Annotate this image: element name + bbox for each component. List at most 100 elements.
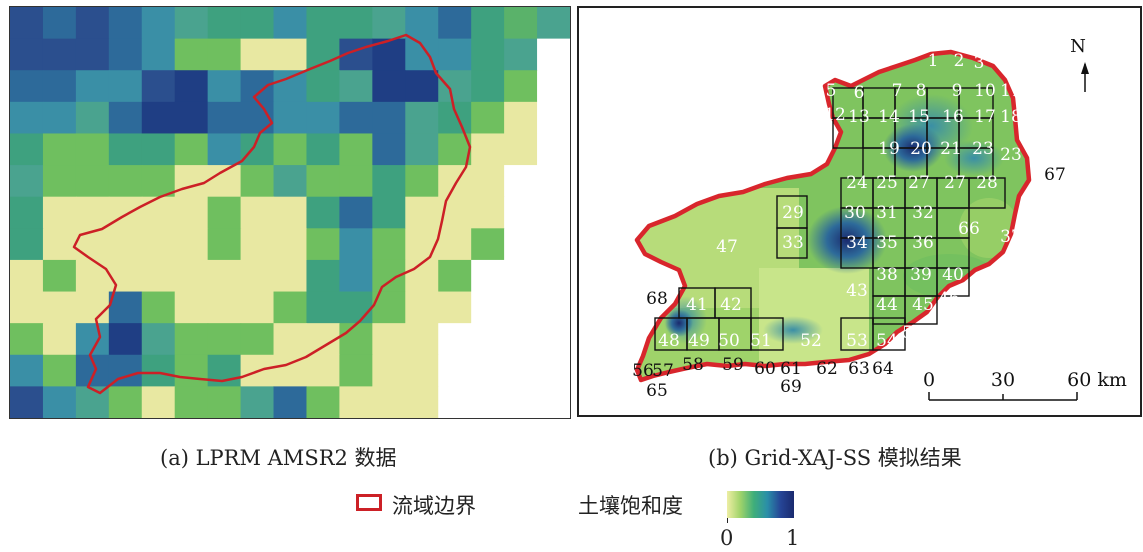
raster-cell (537, 386, 570, 418)
raster-cell (42, 38, 77, 71)
raster-cell (438, 259, 472, 293)
raster-cell (306, 101, 341, 135)
grid-number-label: 46 (938, 289, 960, 309)
raster-cell (207, 70, 242, 103)
raster-cell (339, 165, 373, 198)
raster-cell (339, 7, 373, 40)
raster-cell (405, 259, 439, 293)
raster-cell (471, 386, 505, 418)
raster-cell (504, 70, 538, 103)
raster-cell (471, 133, 505, 166)
raster-cell (471, 354, 505, 387)
raster-cell (471, 101, 505, 135)
raster-cell (306, 70, 341, 103)
raster-cell (141, 291, 176, 324)
raster-cell (504, 101, 538, 135)
grid-number-label: 31 (876, 203, 898, 223)
raster-cell (75, 291, 110, 324)
raster-cell (141, 228, 176, 261)
raster-cell (108, 38, 143, 71)
raster-cell (141, 196, 176, 229)
raster-cell (10, 7, 44, 40)
raster-cell (108, 259, 143, 293)
raster-cell (372, 133, 406, 166)
raster-cell (405, 354, 439, 387)
raster-cell (438, 228, 472, 261)
grid-number-label: 25 (876, 173, 898, 193)
raster-cell (75, 196, 110, 229)
raster-cell (10, 196, 44, 229)
raster-cell (108, 323, 143, 356)
grid-number-label: 42 (720, 295, 742, 315)
grid-number-label: 41 (686, 295, 708, 315)
raster-cell (438, 38, 472, 71)
raster-cell (372, 354, 406, 387)
grid-number-label: 10 (974, 81, 996, 101)
grid-number-label: 47 (716, 237, 738, 257)
raster-cell (207, 7, 242, 40)
raster-cell (372, 196, 406, 229)
raster-cell (273, 291, 308, 324)
raster-cell (42, 291, 77, 324)
raster-cell (339, 323, 373, 356)
caption-panel-a: (a) LPRM AMSR2 数据 (160, 446, 397, 470)
raster-cell (471, 291, 505, 324)
raster-cell (174, 259, 209, 293)
raster-cell (108, 196, 143, 229)
basin-boundary (72, 33, 472, 395)
raster-cell (42, 386, 77, 418)
grid-number-label: 48 (658, 331, 680, 351)
raster-cell (372, 386, 406, 418)
raster-cell (108, 228, 143, 261)
raster-cell (471, 196, 505, 229)
grid-number-label: 37 (1000, 227, 1022, 247)
raster-cell (438, 323, 472, 356)
grid-number-label: 17 (974, 107, 996, 127)
raster-cell (504, 196, 538, 229)
grid-number-label: 4 (998, 53, 1009, 73)
raster-cell (339, 228, 373, 261)
raster-cell (108, 165, 143, 198)
raster-cell (537, 323, 570, 356)
raster-cell (207, 101, 242, 135)
grid-number-label: 59 (722, 355, 744, 375)
grid-number-label: 51 (750, 331, 772, 351)
raster-cell (75, 165, 110, 198)
raster-cell (306, 259, 341, 293)
raster-cell (306, 38, 341, 71)
raster-cell (438, 7, 472, 40)
raster-cell (471, 7, 505, 40)
legend-soil-moisture-label: 土壤饱和度 (578, 494, 683, 518)
grid-number-label: 61 (780, 359, 802, 379)
grid-number-label: 50 (718, 331, 740, 351)
raster-cell (537, 7, 570, 40)
raster-cell (10, 101, 44, 135)
raster-cell (10, 38, 44, 71)
grid-number-label: 40 (942, 265, 964, 285)
grid-number-label: 8 (916, 81, 927, 101)
grid-number-label: 66 (958, 219, 980, 239)
grid-number-label: 45 (912, 295, 934, 315)
grid-number-label: 64 (872, 359, 894, 379)
raster-cell (141, 101, 176, 135)
raster-cell (207, 386, 242, 418)
raster-cell (240, 291, 275, 324)
raster-cell (207, 354, 242, 387)
raster-cell (537, 196, 570, 229)
raster-cell (273, 101, 308, 135)
raster-cell (306, 165, 341, 198)
raster-cell (108, 291, 143, 324)
grid-number-label: 30 (844, 203, 866, 223)
grid-number-label: 7 (892, 81, 903, 101)
grid-number-label: 27 (908, 173, 930, 193)
raster-cell (42, 323, 77, 356)
raster-cell (207, 323, 242, 356)
grid-number-label: 5 (826, 81, 837, 101)
raster-cell (273, 7, 308, 40)
grid-number-label: 38 (876, 265, 898, 285)
raster-cell (537, 38, 570, 71)
raster-cell (537, 228, 570, 261)
raster-cell (10, 291, 44, 324)
raster-cell (108, 133, 143, 166)
